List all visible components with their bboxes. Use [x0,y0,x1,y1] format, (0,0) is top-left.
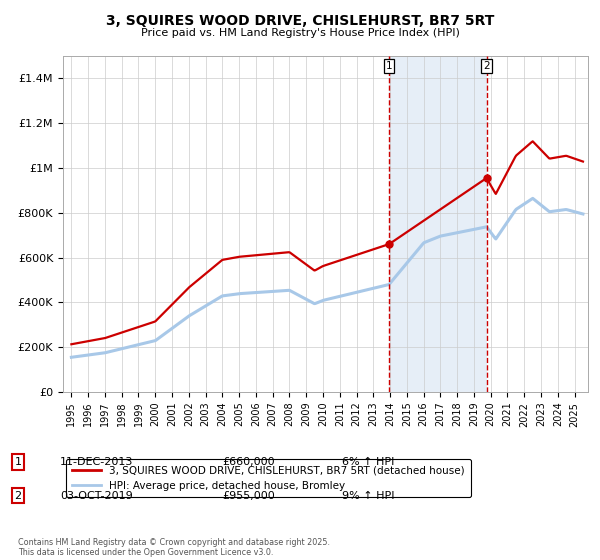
Text: Price paid vs. HM Land Registry's House Price Index (HPI): Price paid vs. HM Land Registry's House … [140,28,460,38]
Text: 3, SQUIRES WOOD DRIVE, CHISLEHURST, BR7 5RT: 3, SQUIRES WOOD DRIVE, CHISLEHURST, BR7 … [106,14,494,28]
Text: 1: 1 [14,457,22,467]
Bar [389,56,487,392]
Text: 6% ↑ HPI: 6% ↑ HPI [342,457,394,467]
Text: 03-OCT-2019: 03-OCT-2019 [60,491,133,501]
Text: £660,000: £660,000 [222,457,275,467]
Legend: 3, SQUIRES WOOD DRIVE, CHISLEHURST, BR7 5RT (detached house), HPI: Average price: 3, SQUIRES WOOD DRIVE, CHISLEHURST, BR7 … [65,459,471,497]
Text: 9% ↑ HPI: 9% ↑ HPI [342,491,395,501]
Text: £955,000: £955,000 [222,491,275,501]
Text: Contains HM Land Registry data © Crown copyright and database right 2025.
This d: Contains HM Land Registry data © Crown c… [18,538,330,557]
Text: 2: 2 [14,491,22,501]
Text: 1: 1 [386,61,392,71]
Text: 11-DEC-2013: 11-DEC-2013 [60,457,133,467]
Text: 2: 2 [483,61,490,71]
